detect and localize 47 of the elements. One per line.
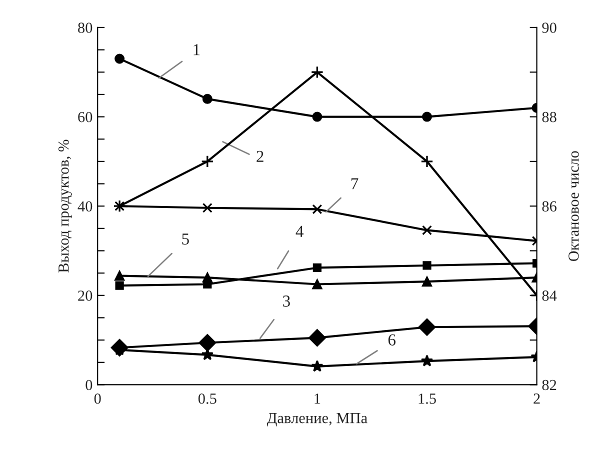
y-tick-label: 80 [78, 22, 92, 33]
y2-axis-title: Октановое число [568, 151, 579, 262]
y2-tick-label: 86 [542, 201, 556, 212]
annotation: 1 [194, 44, 200, 56]
x-axis-title: Давление, МПа [266, 413, 368, 426]
point [420, 354, 434, 366]
x-tick-label: 0.5 [198, 393, 216, 404]
point [114, 54, 125, 64]
annotation: 5 [182, 234, 189, 245]
point [310, 66, 324, 79]
y2-tick-label: 84 [542, 290, 557, 301]
y-axis-title: Выход продуктов, % [58, 140, 72, 272]
annotation: 6 [388, 334, 396, 346]
x-tick-label: 1 [314, 394, 320, 404]
y-tick-label: 20 [78, 290, 92, 301]
point [312, 112, 322, 122]
point [422, 112, 432, 122]
point [420, 155, 434, 168]
point [308, 329, 326, 347]
point [418, 318, 436, 336]
y-tick-label: 0 [86, 380, 92, 390]
y2-tick-label: 88 [542, 112, 556, 122]
y-tick-label: 60 [78, 112, 92, 122]
x-tick-label: 0 [94, 393, 101, 404]
point [422, 276, 432, 287]
y2-tick-label: 82 [542, 380, 556, 390]
point [114, 270, 125, 281]
point [311, 360, 324, 372]
y-tick-label: 40 [78, 201, 92, 212]
y2-tick-label: 90 [542, 22, 556, 33]
point [202, 94, 212, 104]
annotation: 7 [351, 178, 358, 190]
x-tick-label: 1.5 [418, 394, 436, 404]
point [202, 272, 212, 283]
annotation: 4 [296, 226, 304, 237]
x-tick-label: 2 [534, 394, 540, 404]
point [115, 281, 124, 290]
point [422, 225, 432, 236]
point [312, 263, 322, 272]
point [198, 334, 216, 352]
annotation: 2 [256, 150, 264, 162]
point [201, 155, 214, 168]
point [312, 279, 322, 290]
annotation: 3 [283, 296, 290, 307]
point [312, 204, 322, 214]
point [202, 202, 212, 213]
point [422, 261, 432, 270]
